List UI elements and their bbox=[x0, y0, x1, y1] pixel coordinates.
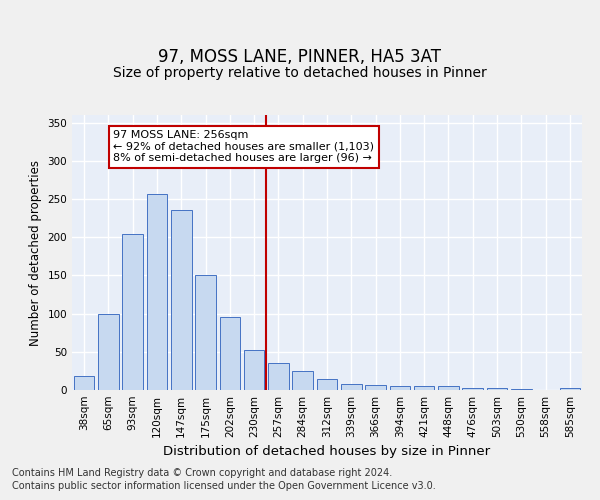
Bar bbox=[98, 314, 119, 390]
Bar bbox=[487, 388, 508, 390]
Text: 97, MOSS LANE, PINNER, HA5 3AT: 97, MOSS LANE, PINNER, HA5 3AT bbox=[158, 48, 442, 66]
Bar bbox=[292, 371, 313, 390]
Bar bbox=[74, 376, 94, 390]
Bar bbox=[511, 389, 532, 390]
Bar bbox=[195, 276, 216, 390]
Bar bbox=[244, 350, 265, 390]
Bar bbox=[171, 210, 191, 390]
Bar bbox=[414, 386, 434, 390]
Text: 97 MOSS LANE: 256sqm
← 92% of detached houses are smaller (1,103)
8% of semi-det: 97 MOSS LANE: 256sqm ← 92% of detached h… bbox=[113, 130, 374, 164]
Text: Contains public sector information licensed under the Open Government Licence v3: Contains public sector information licen… bbox=[12, 481, 436, 491]
Text: Contains HM Land Registry data © Crown copyright and database right 2024.: Contains HM Land Registry data © Crown c… bbox=[12, 468, 392, 477]
Y-axis label: Number of detached properties: Number of detached properties bbox=[29, 160, 42, 346]
Bar bbox=[389, 386, 410, 390]
Bar bbox=[341, 384, 362, 390]
Bar bbox=[463, 388, 483, 390]
Bar bbox=[122, 234, 143, 390]
Bar bbox=[560, 388, 580, 390]
Bar bbox=[365, 386, 386, 390]
Bar bbox=[317, 380, 337, 390]
Text: Size of property relative to detached houses in Pinner: Size of property relative to detached ho… bbox=[113, 66, 487, 80]
X-axis label: Distribution of detached houses by size in Pinner: Distribution of detached houses by size … bbox=[163, 446, 491, 458]
Bar bbox=[268, 364, 289, 390]
Bar bbox=[438, 386, 459, 390]
Bar bbox=[146, 194, 167, 390]
Bar bbox=[220, 316, 240, 390]
